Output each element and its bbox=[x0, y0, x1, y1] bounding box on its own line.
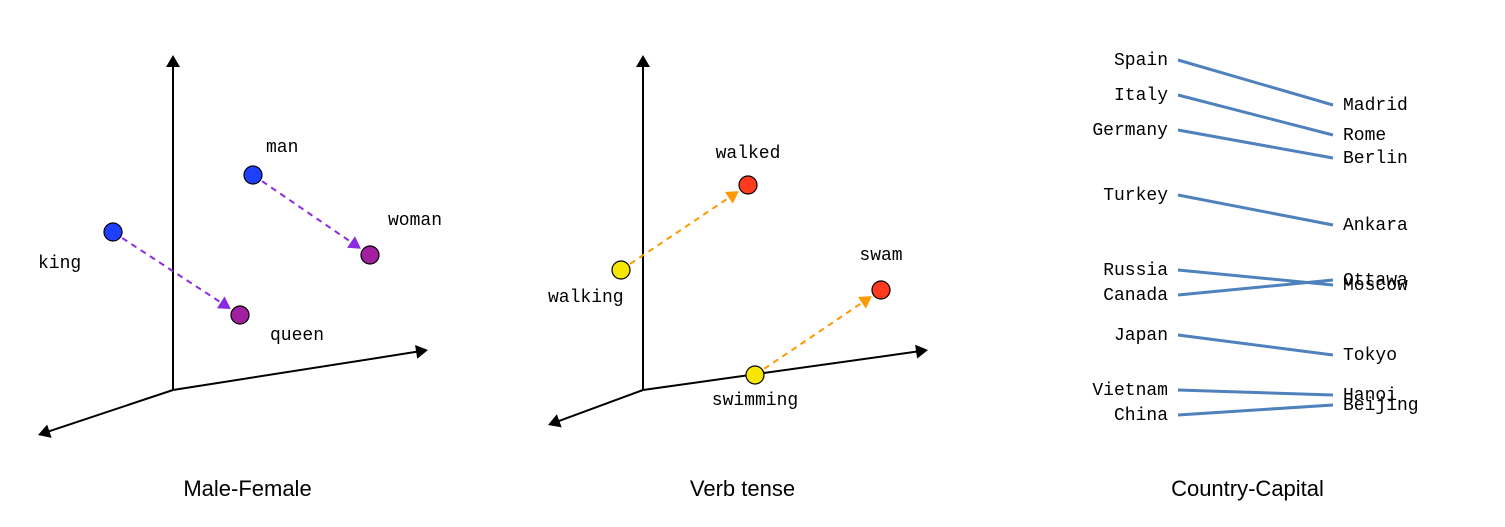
pair-line-turkey bbox=[1178, 195, 1333, 225]
country-label-vietnam: Vietnam bbox=[1092, 381, 1168, 401]
country-label-japan: Japan bbox=[1113, 326, 1167, 346]
label-woman: woman bbox=[388, 211, 442, 231]
caption-country-capital: Country-Capital bbox=[998, 476, 1498, 502]
point-walked bbox=[739, 176, 757, 194]
plot-verb-tense: walking walked swimming swam bbox=[503, 0, 983, 460]
point-woman bbox=[361, 246, 379, 264]
point-queen bbox=[231, 306, 249, 324]
caption-verb-tense: Verb tense bbox=[503, 476, 983, 502]
point-swimming bbox=[746, 366, 764, 384]
label-king: king bbox=[38, 254, 81, 274]
panel-male-female: man woman king queen Male-Female bbox=[8, 0, 488, 527]
point-man bbox=[244, 166, 262, 184]
point-king bbox=[104, 223, 122, 241]
country-label-germany: Germany bbox=[1092, 121, 1168, 141]
country-label-italy: Italy bbox=[1113, 86, 1167, 106]
country-label-turkey: Turkey bbox=[1103, 186, 1168, 206]
capital-label-madrid: Madrid bbox=[1343, 96, 1408, 116]
capital-label-beijing: Beijing bbox=[1343, 396, 1419, 416]
label-walked: walked bbox=[715, 144, 780, 164]
panel-country-capital: Spain Madrid Italy Rome Germany Berlin Turkey A… bbox=[998, 0, 1498, 527]
capital-label-ankara: Ankara bbox=[1343, 216, 1408, 236]
plot-male-female: man woman king queen bbox=[8, 0, 488, 460]
capital-label-berlin: Berlin bbox=[1343, 149, 1408, 169]
pair-line-canada bbox=[1178, 280, 1333, 295]
pair-line-vietnam bbox=[1178, 390, 1333, 395]
capital-label-tokyo: Tokyo bbox=[1343, 346, 1397, 366]
point-walking bbox=[612, 261, 630, 279]
label-man: man bbox=[266, 138, 298, 158]
label-swimming: swimming bbox=[711, 391, 797, 411]
diagram-container: manwomankingqueen Male-Female walkingwal… bbox=[0, 0, 1505, 527]
pair-line-italy bbox=[1178, 95, 1333, 135]
caption-male-female: Male-Female bbox=[8, 476, 488, 502]
pair-line-germany bbox=[1178, 130, 1333, 158]
plot-country-capital: Spain Madrid Italy Rome Germany Berlin Turkey A… bbox=[998, 0, 1498, 460]
capital-label-rome: Rome bbox=[1343, 126, 1386, 146]
country-label-canada: Canada bbox=[1103, 286, 1168, 306]
pair-line-china bbox=[1178, 405, 1333, 415]
label-queen: queen bbox=[270, 326, 324, 346]
label-walking: walking bbox=[548, 288, 624, 308]
point-swam bbox=[872, 281, 890, 299]
panel-verb-tense: walking walked swimming swam Verb tense bbox=[503, 0, 983, 527]
label-swam: swam bbox=[859, 246, 902, 266]
country-label-russia: Russia bbox=[1103, 261, 1168, 281]
pair-line-spain bbox=[1178, 60, 1333, 105]
capital-label-ottawa: Ottawa bbox=[1343, 271, 1408, 291]
pair-line-japan bbox=[1178, 335, 1333, 355]
country-label-china: China bbox=[1113, 406, 1167, 426]
country-label-spain: Spain bbox=[1113, 51, 1167, 71]
